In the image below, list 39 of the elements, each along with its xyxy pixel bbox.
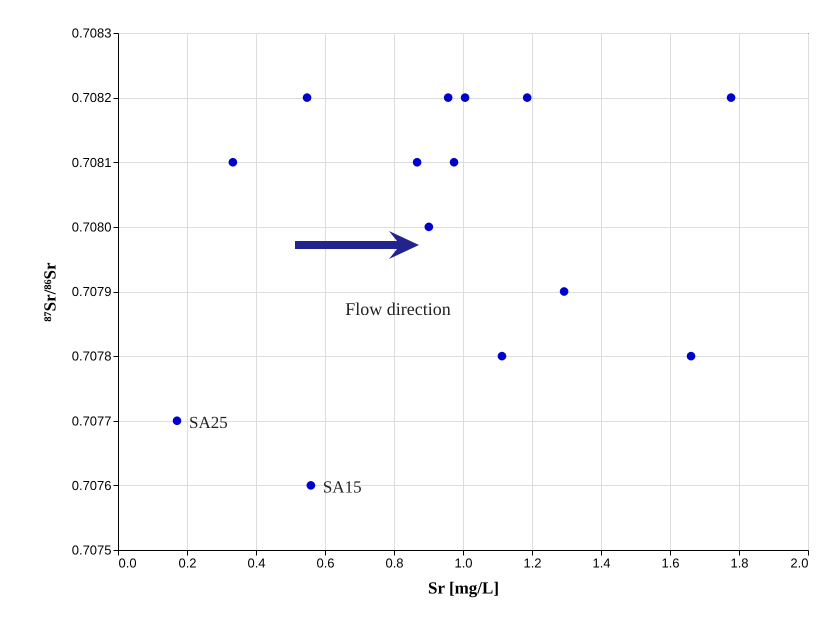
point bbox=[686, 352, 696, 360]
annotation: SA25 bbox=[188, 412, 228, 432]
x-tick-label: 1.2 bbox=[523, 556, 542, 570]
y-axis-title: ⁸⁷Sr/⁸⁶Sr bbox=[40, 262, 60, 322]
point bbox=[424, 222, 434, 232]
y-tick-label: 0.7082 bbox=[72, 90, 112, 106]
point bbox=[450, 158, 458, 167]
y-tick-label: 0.7079 bbox=[72, 284, 112, 299]
y-tick-label: 0.7080 bbox=[72, 219, 112, 234]
point bbox=[172, 416, 182, 426]
y-tick-label: 0.7081 bbox=[72, 154, 112, 170]
x-tick-label: 0.4 bbox=[247, 556, 266, 570]
x-tick-label: 0.6 bbox=[316, 556, 335, 570]
point bbox=[412, 158, 422, 167]
point bbox=[228, 158, 238, 167]
annotation: Flow direction bbox=[345, 299, 451, 319]
y-tick-label: 0.7077 bbox=[72, 413, 112, 428]
point bbox=[726, 93, 736, 102]
point bbox=[302, 93, 312, 102]
y-tick-label: 0.7076 bbox=[72, 478, 112, 493]
x-tick-label: 2.0 bbox=[790, 556, 808, 570]
annotation: SA15 bbox=[322, 477, 362, 496]
point bbox=[306, 481, 316, 490]
y-tick-label: 0.7075 bbox=[72, 542, 112, 558]
point bbox=[560, 287, 568, 296]
x-tick-label: 0.2 bbox=[178, 556, 197, 570]
point bbox=[498, 352, 506, 360]
x-tick-label: 1.8 bbox=[730, 556, 749, 570]
point bbox=[460, 93, 470, 102]
x-tick-label: 1.4 bbox=[592, 556, 611, 570]
y-tick-label: 0.7078 bbox=[72, 348, 112, 364]
y-tick-label: 0.7083 bbox=[72, 26, 112, 40]
x-axis-title: Sr [mg/L] bbox=[428, 578, 499, 598]
point bbox=[444, 93, 452, 102]
x-tick-label: 0.0 bbox=[118, 556, 137, 570]
x-tick-label: 1.6 bbox=[661, 556, 680, 570]
x-tick-label: 1.0 bbox=[454, 556, 473, 570]
x-tick-label: 0.8 bbox=[385, 556, 404, 570]
point bbox=[522, 93, 532, 102]
